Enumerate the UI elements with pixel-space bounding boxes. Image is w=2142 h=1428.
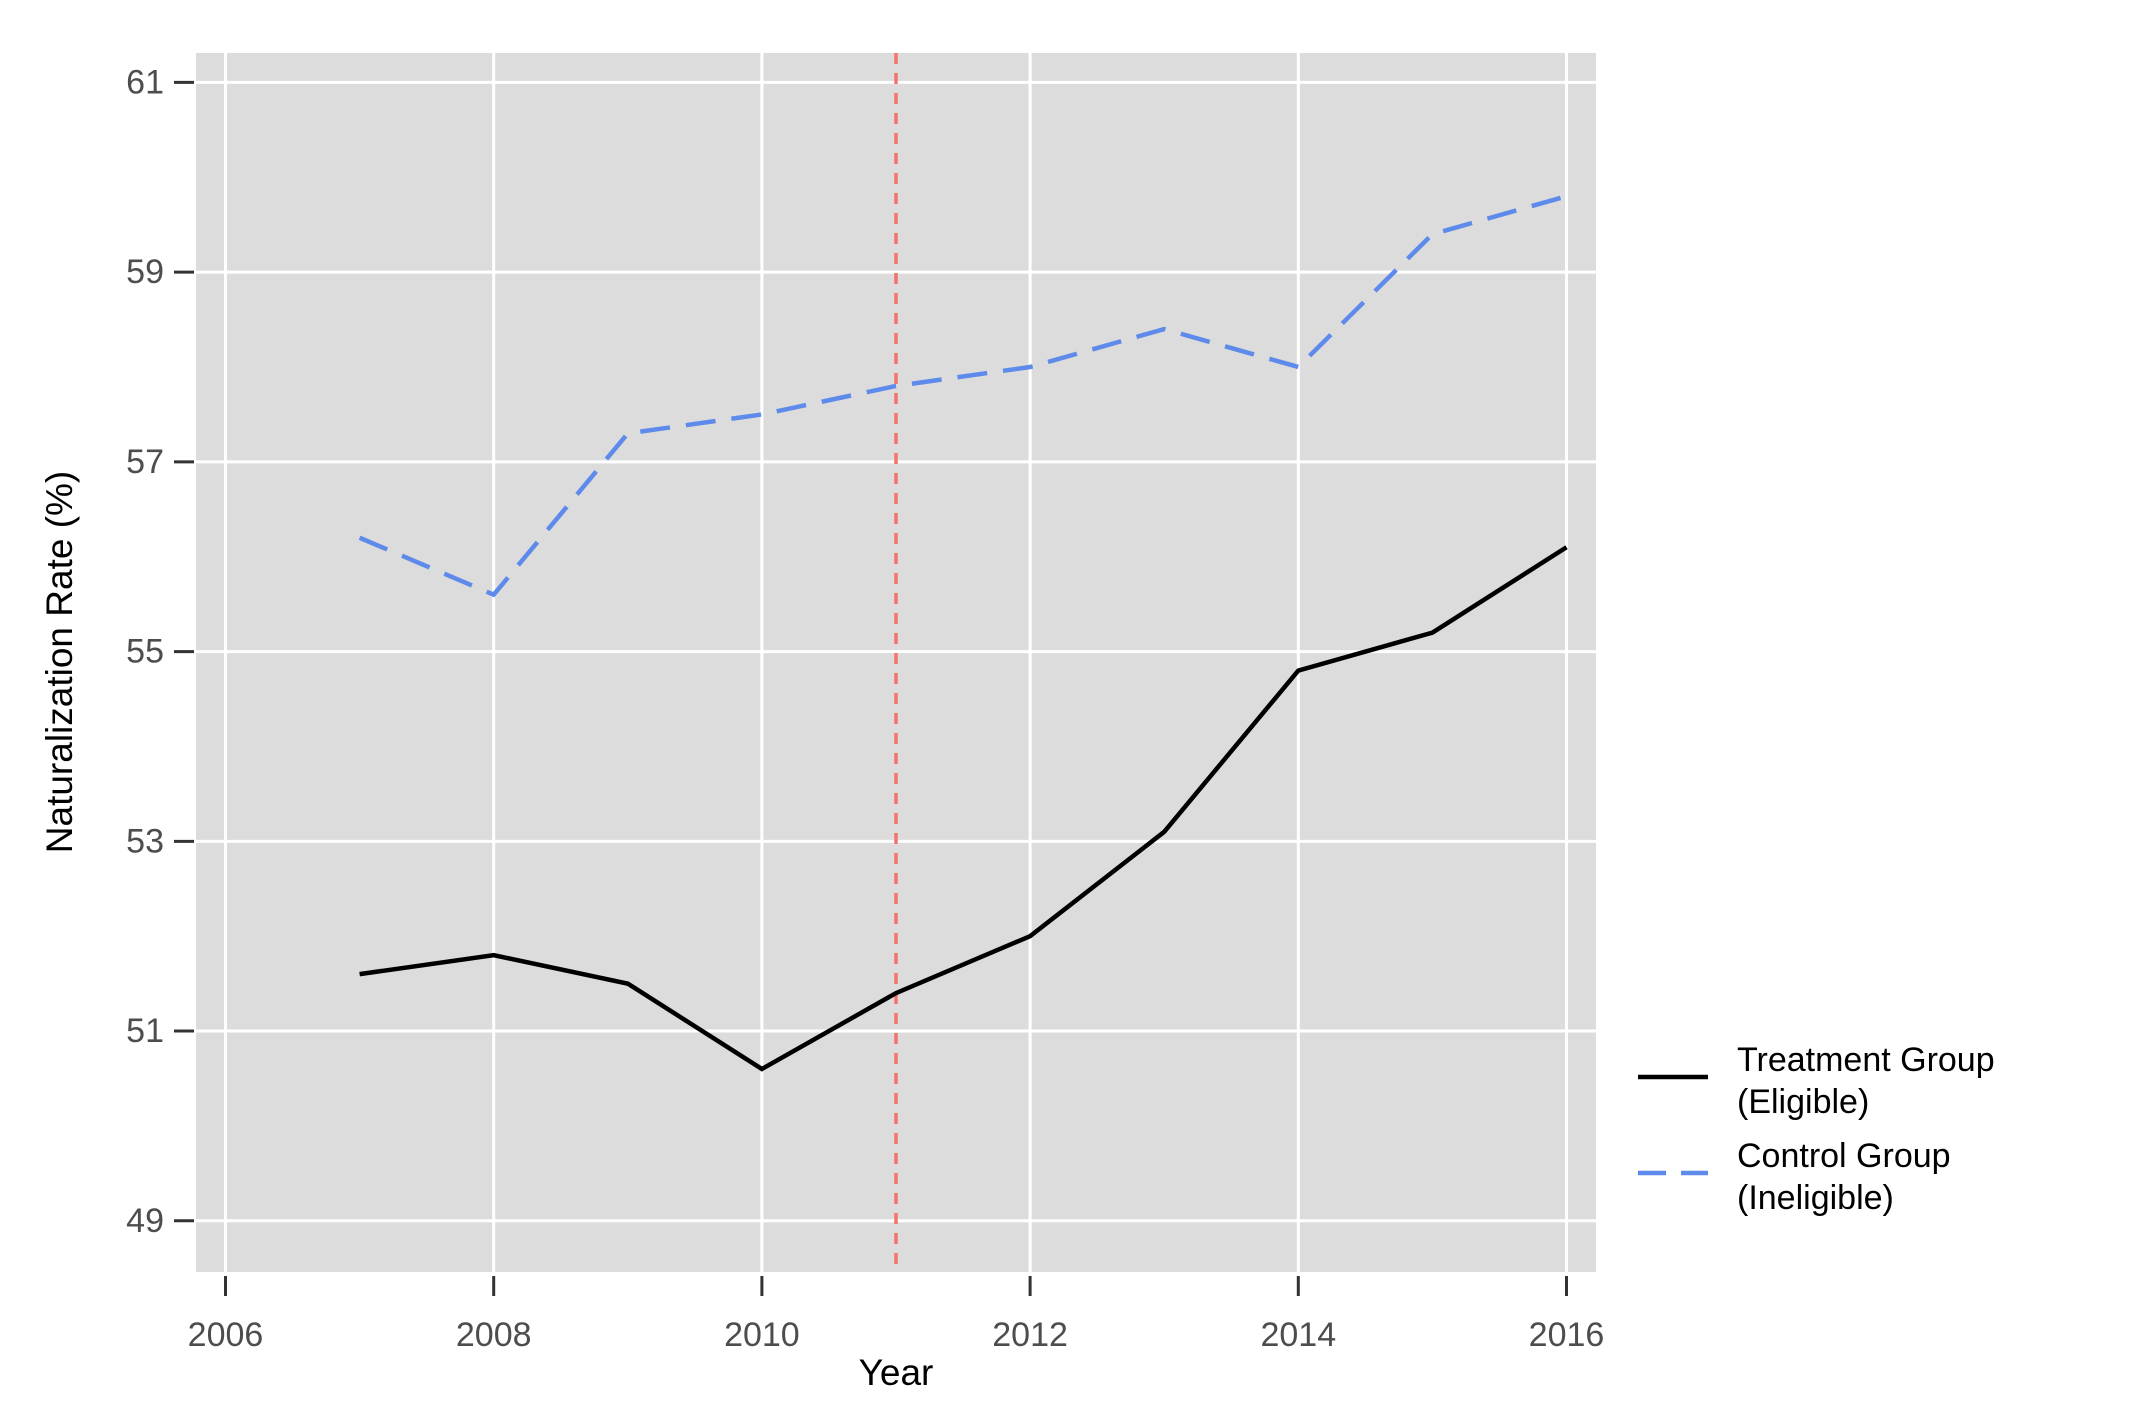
y-tick-label: 61 [126, 63, 164, 101]
y-axis-title: Naturalization Rate (%) [39, 471, 80, 853]
y-tick-label: 59 [126, 253, 164, 291]
legend-label: (Ineligible) [1737, 1179, 1894, 1217]
legend-label: Treatment Group [1737, 1041, 1995, 1079]
x-tick-label: 2016 [1529, 1316, 1605, 1354]
x-tick-label: 2006 [188, 1316, 264, 1354]
legend-label: Control Group [1737, 1137, 1951, 1175]
x-tick-label: 2010 [724, 1316, 800, 1354]
legend-label: (Eligible) [1737, 1083, 1869, 1121]
x-tick-label: 2014 [1260, 1316, 1336, 1354]
x-tick-label: 2008 [456, 1316, 532, 1354]
y-tick-label: 49 [126, 1202, 164, 1240]
y-tick-label: 51 [126, 1012, 164, 1050]
series-line-control [358, 194, 1568, 598]
series-line-treatment [359, 545, 1568, 1072]
y-tick-label: 57 [126, 443, 164, 481]
x-tick-label: 2012 [992, 1316, 1068, 1354]
y-tick-label: 53 [126, 822, 164, 860]
x-axis-title: Year [859, 1352, 934, 1393]
y-tick-label: 55 [126, 633, 164, 671]
